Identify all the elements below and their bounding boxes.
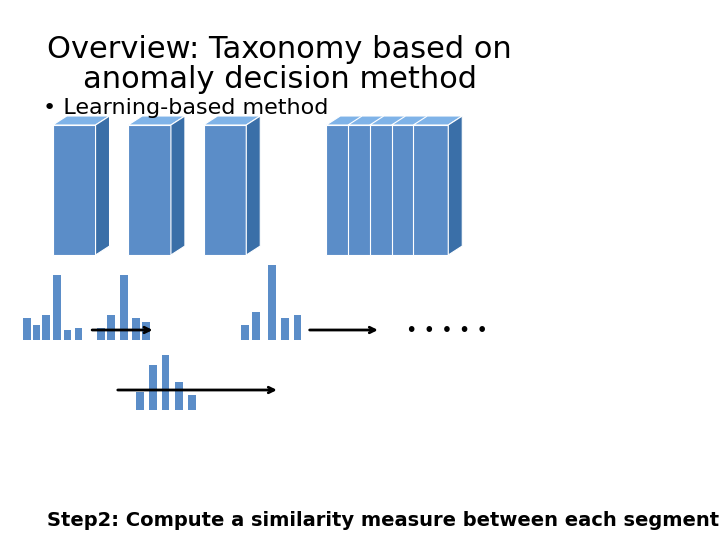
FancyBboxPatch shape <box>149 365 157 410</box>
FancyBboxPatch shape <box>32 325 40 340</box>
FancyBboxPatch shape <box>282 318 289 340</box>
FancyBboxPatch shape <box>241 325 248 340</box>
Polygon shape <box>53 116 109 125</box>
FancyBboxPatch shape <box>120 275 128 340</box>
Polygon shape <box>383 116 397 255</box>
Text: anomaly decision method: anomaly decision method <box>83 65 477 94</box>
FancyBboxPatch shape <box>370 125 405 255</box>
Polygon shape <box>326 116 375 125</box>
Polygon shape <box>426 116 441 255</box>
FancyBboxPatch shape <box>42 315 50 340</box>
FancyBboxPatch shape <box>188 395 196 410</box>
Polygon shape <box>96 116 109 255</box>
FancyBboxPatch shape <box>97 328 105 340</box>
FancyBboxPatch shape <box>107 315 115 340</box>
FancyBboxPatch shape <box>175 382 183 410</box>
FancyBboxPatch shape <box>53 275 60 340</box>
Polygon shape <box>405 116 419 255</box>
Polygon shape <box>348 116 397 125</box>
Polygon shape <box>246 116 260 255</box>
Polygon shape <box>370 116 419 125</box>
Polygon shape <box>361 116 375 255</box>
FancyBboxPatch shape <box>392 125 426 255</box>
FancyBboxPatch shape <box>268 265 276 340</box>
FancyBboxPatch shape <box>136 392 144 410</box>
Polygon shape <box>204 116 260 125</box>
FancyBboxPatch shape <box>142 322 150 340</box>
Polygon shape <box>128 116 185 125</box>
Text: Step2: Compute a similarity measure between each segment: Step2: Compute a similarity measure betw… <box>47 510 719 530</box>
FancyBboxPatch shape <box>204 125 246 255</box>
FancyBboxPatch shape <box>132 318 140 340</box>
FancyBboxPatch shape <box>63 330 71 340</box>
FancyBboxPatch shape <box>128 125 171 255</box>
Text: Overview: Taxonomy based on: Overview: Taxonomy based on <box>48 36 512 64</box>
FancyBboxPatch shape <box>348 125 383 255</box>
FancyBboxPatch shape <box>161 355 169 410</box>
Text: • Learning-based method: • Learning-based method <box>42 98 328 118</box>
Text: • • • • •: • • • • • <box>406 321 487 340</box>
FancyBboxPatch shape <box>413 125 449 255</box>
FancyBboxPatch shape <box>326 125 361 255</box>
Polygon shape <box>449 116 462 255</box>
FancyBboxPatch shape <box>253 312 260 340</box>
Polygon shape <box>392 116 441 125</box>
FancyBboxPatch shape <box>53 125 96 255</box>
Polygon shape <box>413 116 462 125</box>
FancyBboxPatch shape <box>75 328 82 340</box>
FancyBboxPatch shape <box>294 315 302 340</box>
Polygon shape <box>171 116 185 255</box>
FancyBboxPatch shape <box>23 318 31 340</box>
